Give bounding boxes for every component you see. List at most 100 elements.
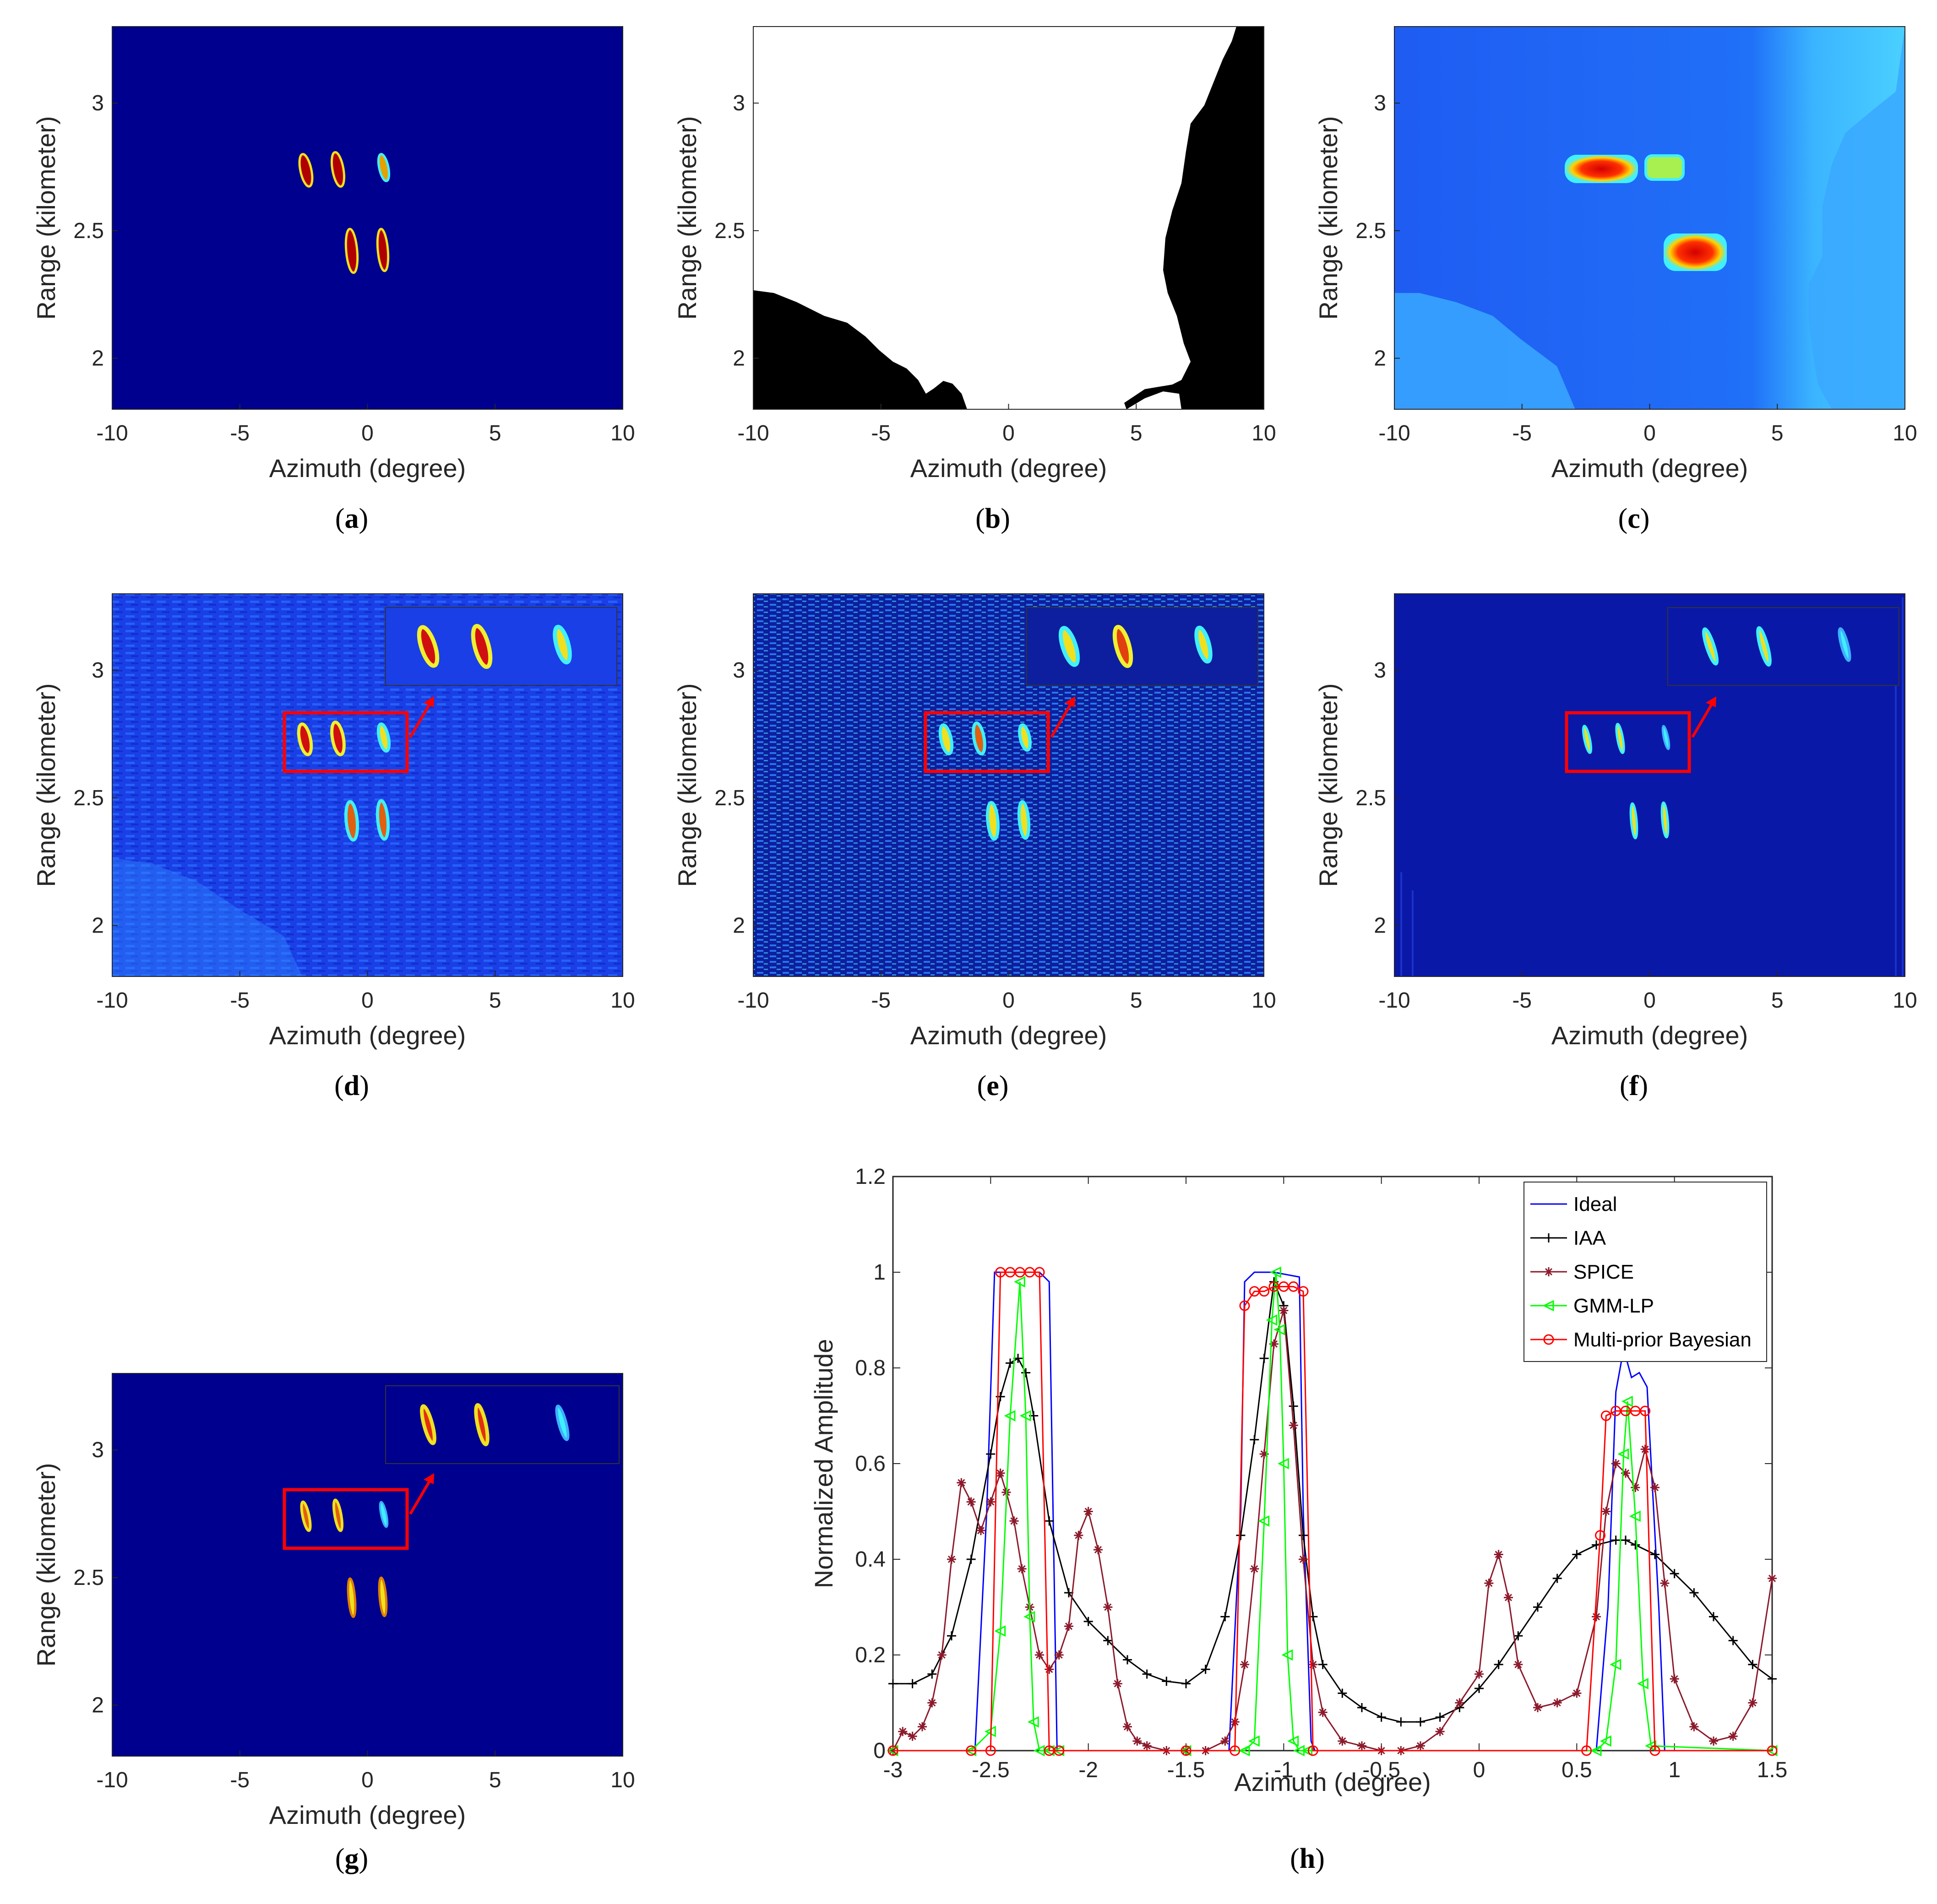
data-point	[1617, 1448, 1629, 1460]
y-tick-label: 2	[1374, 347, 1386, 371]
y-tick-label: 2.5	[73, 219, 104, 243]
caption-b: (b)	[975, 503, 1010, 534]
y-tick-label: 3	[733, 658, 745, 683]
data-point	[937, 1650, 947, 1660]
target-blob	[347, 1577, 357, 1618]
target-blob	[344, 228, 359, 274]
data-point	[1301, 1745, 1313, 1757]
data-point	[1009, 1516, 1019, 1526]
x-tick-label: -2	[1078, 1758, 1098, 1782]
data-point	[1416, 1741, 1425, 1751]
x-tick-label: 10	[1893, 988, 1917, 1013]
data-point	[1533, 1602, 1542, 1612]
data-point	[1259, 1354, 1269, 1363]
caption-e: (e)	[977, 1070, 1009, 1101]
x-tick-label: 10	[610, 988, 635, 1013]
data-point	[1258, 1515, 1270, 1527]
data-point	[1288, 1281, 1299, 1292]
zoom-arrow	[1050, 702, 1073, 738]
y-tick-label: 2.5	[73, 1566, 104, 1590]
legend-label: GMM-LP	[1573, 1295, 1654, 1317]
target-blob	[378, 1576, 388, 1617]
data-point	[1250, 1435, 1259, 1444]
x-tick-label: -5	[1512, 421, 1532, 445]
data-point	[927, 1698, 937, 1708]
targets	[938, 721, 1032, 841]
y-tick-label: 2.5	[1355, 219, 1386, 243]
data-point	[1709, 1612, 1718, 1622]
x-axis-label: Azimuth (degree)	[269, 1021, 466, 1050]
inset-target	[1702, 627, 1719, 666]
data-point	[985, 1745, 996, 1756]
x-tick-label: 0	[1473, 1758, 1485, 1782]
data-point	[1006, 1358, 1015, 1368]
series-gmm-lp	[887, 1266, 1778, 1757]
data-point	[957, 1478, 966, 1487]
zoom-arrow	[409, 1479, 432, 1515]
target-blob	[376, 722, 391, 753]
zoom-arrow-head	[1065, 696, 1075, 707]
data-point	[947, 1631, 956, 1641]
y-tick-label: 2.5	[73, 786, 104, 810]
x-tick-label: -5	[1512, 988, 1532, 1013]
data-point	[1689, 1588, 1699, 1598]
image-axes: -10 -5 0 5 10 2 2.5 3 Azimuth (degree) Range (kil…	[673, 26, 1276, 483]
data-point	[1670, 1569, 1679, 1579]
legend-item: Multi-prior Bayesian	[1530, 1329, 1752, 1351]
data-point	[1103, 1636, 1113, 1645]
data-point	[1768, 1674, 1777, 1684]
zoom-box	[1565, 711, 1691, 773]
x-tick-label: 1	[1668, 1758, 1681, 1782]
target-blob	[938, 723, 954, 755]
panel-h-line-chart: -3 -2.5 -2 -1.5 -1 -0.5 0 0.5 1 1.5 0 0.2 0.4 0.6 0.8 1…	[809, 1165, 1787, 1796]
x-axis-label: Azimuth (degree)	[269, 1801, 466, 1829]
caption-d: (d)	[334, 1070, 369, 1101]
data-point	[1289, 1421, 1298, 1430]
y-tick-label: 2	[1374, 914, 1386, 938]
x-tick-label: -10	[1378, 421, 1410, 445]
data-point	[1377, 1712, 1386, 1722]
inset-target	[553, 624, 572, 665]
data-point	[1621, 1395, 1633, 1407]
data-point	[1552, 1698, 1562, 1708]
targets	[297, 720, 391, 842]
y-tick-label: 2	[92, 1693, 104, 1718]
data-point	[1600, 1410, 1611, 1421]
data-point	[1689, 1722, 1699, 1731]
x-tick-label: 10	[1893, 421, 1917, 445]
inset-target	[1058, 626, 1080, 667]
zoom-arrow-head	[424, 696, 434, 707]
caption-a: (a)	[335, 503, 369, 534]
legend-item: SPICE	[1530, 1261, 1634, 1283]
data-point	[1513, 1631, 1523, 1641]
y-tick-label: 2.5	[714, 219, 745, 243]
inset-target	[1112, 624, 1133, 668]
data-point	[1318, 1660, 1328, 1669]
data-point	[1621, 1535, 1630, 1545]
target-response	[1565, 155, 1638, 183]
x-tick-label: 10	[1251, 421, 1276, 445]
data-point	[1064, 1622, 1073, 1631]
data-point	[1289, 1401, 1298, 1411]
x-tick-label: 5	[1771, 421, 1784, 445]
x-tick-label: 10	[610, 1768, 635, 1792]
clutter-region	[112, 858, 302, 976]
targets	[300, 1498, 389, 1618]
data-point	[908, 1731, 917, 1741]
data-point	[918, 1722, 927, 1731]
y-tick-label: 3	[1374, 91, 1386, 115]
target-blob	[300, 1500, 312, 1532]
x-tick-label: 5	[1771, 988, 1784, 1013]
data-point	[927, 1669, 937, 1679]
x-tick-label: 5	[1130, 421, 1143, 445]
data-point	[1035, 1650, 1044, 1660]
data-point	[1435, 1712, 1445, 1722]
x-tick-label: -2.5	[972, 1758, 1010, 1782]
y-tick-label: 1	[873, 1260, 886, 1285]
x-tick-label: -10	[96, 421, 128, 445]
data-point	[1238, 1745, 1250, 1757]
data-point	[1552, 1573, 1562, 1583]
x-tick-label: 10	[1251, 988, 1276, 1013]
legend-label: IAA	[1573, 1227, 1606, 1249]
panel-g: -10 -5 0 5 10 2 2.5 3 Azimuth (degree) Range (kil…	[32, 1373, 635, 1829]
